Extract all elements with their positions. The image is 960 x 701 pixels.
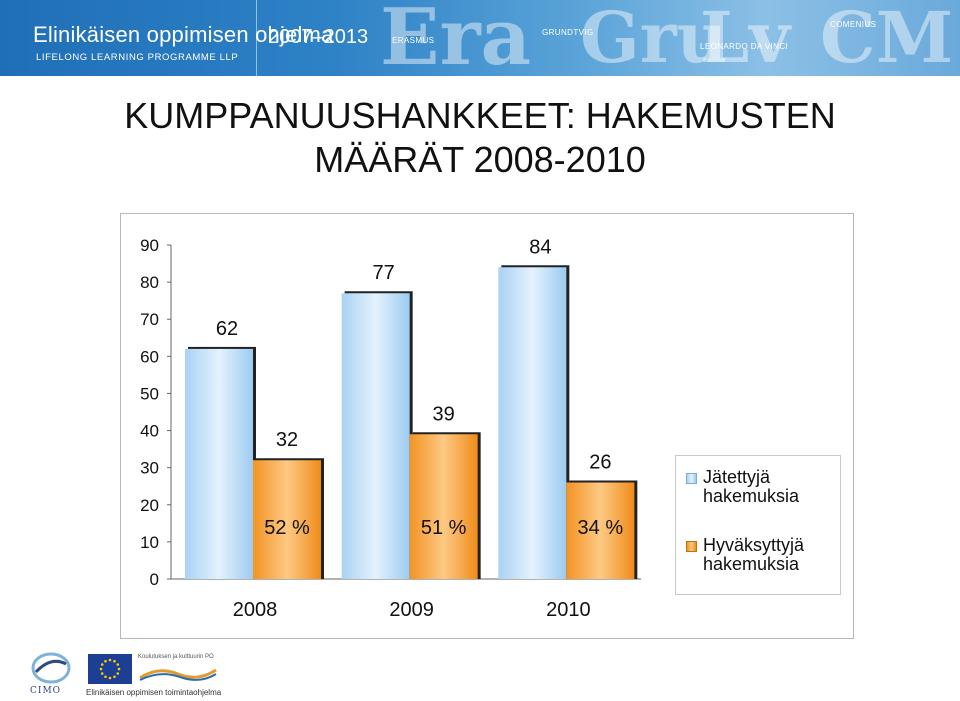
y-tick-label: 50 — [140, 384, 159, 403]
agency-text: Elinikäisen oppimisen toimintaohjelma — [86, 688, 222, 697]
eu-star-icon — [113, 659, 116, 663]
decorative-letters-icon: CM — [820, 0, 954, 76]
eu-star-icon — [108, 658, 112, 662]
bar-accepted — [566, 482, 635, 579]
eu-star-icon — [116, 672, 120, 675]
cimo-text: CIMO — [30, 686, 62, 696]
legend-label-accepted: Hyväksyttyjä hakemuksia — [703, 535, 805, 574]
eu-star-icon — [113, 675, 116, 679]
page-title: KUMPPANUUSHANKKEET: HAKEMUSTEN MÄÄRÄT 20… — [124, 95, 836, 180]
decorative-letters-icon: Lv — [700, 0, 790, 76]
eu-star-icon — [108, 676, 112, 680]
bar-chart: 0 10 20 30 40 50 60 70 80 90 62 32 52 % 2008 77 39 51 % 2… — [140, 236, 641, 621]
legend-item-accepted: Hyväksyttyjä hakemuksia — [686, 536, 833, 574]
x-tick-label: 2010 — [546, 599, 591, 621]
footer-logos: CIMO Koulutuksen ja kulttuurin PO Elinik… — [20, 648, 230, 698]
bar-submitted — [341, 293, 410, 579]
legend-item-submitted: Jätettyjä hakemuksia — [686, 468, 833, 506]
eu-star-icon — [104, 659, 107, 663]
eu-star-icon — [117, 667, 121, 671]
y-tick-label: 90 — [140, 236, 159, 255]
percent-label: 51 % — [421, 517, 467, 539]
bar-accepted — [409, 434, 478, 579]
eu-stars-icon — [99, 658, 121, 680]
program-grundtvig: GRUNDTVIG — [542, 28, 594, 37]
percent-label: 52 % — [264, 517, 310, 539]
chart-legend: Jätettyjä hakemuksia Hyväksyttyjä hakemu… — [675, 455, 841, 595]
legend-swatch-submitted — [686, 473, 697, 484]
data-label: 26 — [589, 452, 611, 474]
banner-subtitle: LIFELONG LEARNING PROGRAMME LLP — [36, 52, 239, 63]
data-label: 39 — [433, 403, 455, 425]
program-comenius: COMENIUS — [830, 20, 877, 29]
x-tick-label: 2009 — [389, 599, 434, 621]
eu-star-icon — [100, 672, 104, 675]
eu-star-icon — [100, 663, 104, 666]
banner-divider — [256, 0, 257, 76]
y-tick-label: 40 — [140, 422, 159, 441]
data-label: 84 — [529, 236, 551, 258]
data-label: 62 — [216, 318, 238, 340]
bar-submitted — [185, 348, 253, 579]
decorative-letters-icon: Gru — [580, 0, 728, 76]
program-logos-decoration: Era Gru Lv CM ERASMUS GRUNDTVIG LEONARDO… — [370, 0, 960, 76]
cimo-logo-icon — [31, 652, 71, 684]
ministry-logo-icon — [139, 668, 217, 681]
banner-years: 2007–2013 — [268, 26, 369, 48]
bar-accepted — [253, 460, 321, 579]
eu-star-icon — [104, 675, 107, 679]
data-label: 32 — [276, 429, 298, 451]
y-tick-label: 60 — [140, 347, 159, 366]
percent-label: 34 % — [578, 517, 624, 539]
eu-star-icon — [116, 663, 120, 666]
eu-star-icon — [99, 667, 103, 671]
y-tick-label: 10 — [140, 533, 159, 552]
ministry-text: Koulutuksen ja kulttuurin PO — [138, 654, 214, 660]
decorative-letters-icon: Era — [380, 0, 532, 76]
y-tick-label: 70 — [140, 310, 159, 329]
y-tick-label: 0 — [150, 570, 159, 589]
chart-frame: 0 10 20 30 40 50 60 70 80 90 62 32 52 % 2008 77 39 51 % 2… — [120, 213, 854, 639]
x-tick-label: 2008 — [233, 599, 278, 621]
header-banner: Elinikäisen oppimisen ohjelma LIFELONG L… — [0, 0, 960, 76]
bar-submitted — [498, 267, 567, 579]
data-label: 77 — [373, 262, 395, 284]
y-tick-label: 20 — [140, 496, 159, 515]
program-leonardo: LEONARDO DA VINCI — [700, 42, 789, 51]
banner-title: Elinikäisen oppimisen ohjelma — [33, 22, 334, 47]
y-tick-label: 80 — [140, 273, 159, 292]
eu-flag-icon — [88, 654, 132, 684]
program-erasmus: ERASMUS — [392, 36, 435, 45]
legend-swatch-accepted — [686, 541, 697, 552]
y-tick-label: 30 — [140, 459, 159, 478]
legend-label-submitted: Jätettyjä hakemuksia — [703, 467, 800, 506]
